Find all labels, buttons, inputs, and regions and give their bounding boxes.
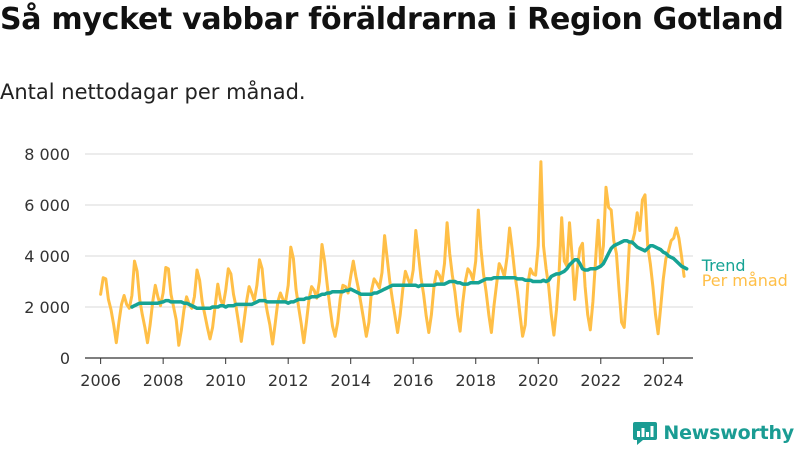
series-layer xyxy=(99,160,689,347)
x-axis: 2006 2008 2010 2012 2014 2016 2018 2020 2022 2024 xyxy=(80,357,693,390)
x-tick-label: 2018 xyxy=(455,371,496,390)
legend-label-per-manad: Per månad xyxy=(702,271,788,290)
x-tick-label: 2010 xyxy=(205,371,246,390)
y-axis: 0 2 000 4 000 6 000 8 000 xyxy=(24,145,70,368)
x-tick-label: 2006 xyxy=(80,371,121,390)
y-tick-label: 0 xyxy=(60,349,70,368)
x-tick-label: 2014 xyxy=(330,371,371,390)
newsworthy-logo: Newsworthy xyxy=(632,420,794,446)
legend-label-trend: Trend xyxy=(701,256,746,275)
x-tick-label: 2012 xyxy=(268,371,309,390)
y-tick-label: 8 000 xyxy=(24,145,70,164)
x-tick-label: 2016 xyxy=(393,371,434,390)
x-tick-label: 2024 xyxy=(643,371,684,390)
x-tick-label: 2022 xyxy=(580,371,621,390)
x-tick-label: 2020 xyxy=(518,371,559,390)
y-tick-label: 2 000 xyxy=(24,298,70,317)
chart-title: Så mycket vabbar föräldrarna i Region Go… xyxy=(0,2,784,37)
y-tick-label: 4 000 xyxy=(24,247,70,266)
chart-subtitle: Antal nettodagar per månad. xyxy=(0,80,306,104)
y-tick-label: 6 000 xyxy=(24,196,70,215)
x-tick-label: 2008 xyxy=(143,371,184,390)
newsworthy-logo-icon xyxy=(633,422,658,445)
series-line-per-manad xyxy=(99,160,686,347)
series-line-trend xyxy=(130,238,689,311)
newsworthy-logo-text: Newsworthy xyxy=(663,422,794,444)
